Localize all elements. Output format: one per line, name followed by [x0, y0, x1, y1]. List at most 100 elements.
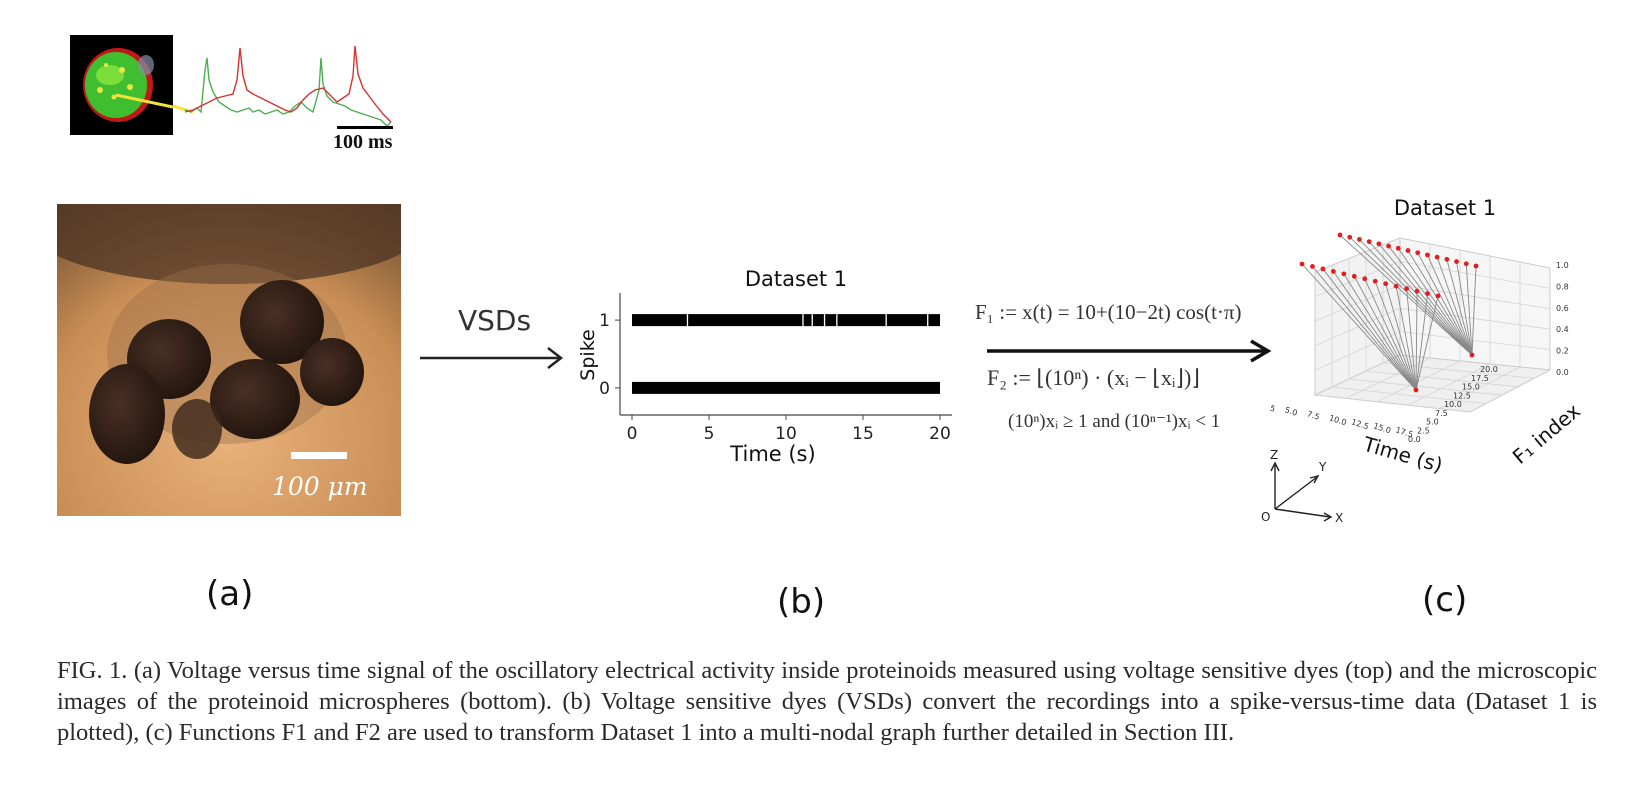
grid-line: [1399, 331, 1551, 350]
vsd-arrow-label: VSDs: [458, 304, 532, 337]
graph-node: [1434, 254, 1440, 260]
grid-line: [1438, 366, 1521, 409]
edge-line: [1471, 265, 1477, 356]
edge-line: [1378, 243, 1473, 356]
axes-gizmo: Z Y X O: [1261, 448, 1343, 525]
graph-node: [1341, 271, 1347, 277]
chart-b-xlabel: Time (s): [729, 442, 815, 466]
graph-node: [1362, 276, 1368, 282]
graph-node: [1469, 352, 1475, 358]
chart-b-xtick-label: 15: [852, 424, 874, 444]
gizmo-x: X: [1335, 511, 1343, 525]
graph-node: [1386, 243, 1391, 249]
spike-chart: Dataset 1 0 5 10 15 20 0 1 Time (s) Spike: [577, 267, 952, 466]
edge-line: [1407, 250, 1473, 356]
graph-node: [1395, 245, 1401, 251]
graph-node: [1404, 286, 1410, 292]
graph-node: [1376, 241, 1382, 247]
graph-node: [1425, 291, 1430, 296]
edge-line: [1343, 273, 1417, 391]
graph-node: [1414, 288, 1420, 294]
chart-b-xtick-label: 5: [704, 424, 715, 444]
graph-node: [1351, 273, 1357, 279]
graph-node: [1405, 248, 1411, 253]
chart-c-ztick-label: 0.8: [1556, 282, 1569, 291]
chart-c-ytick-label: 15.0: [1462, 383, 1480, 392]
edge-line: [1312, 266, 1417, 391]
spike-band-0: [632, 381, 940, 394]
chart-b-ytick-label: 1: [599, 311, 610, 331]
spike-gap: [802, 314, 804, 327]
grid-line: [1382, 362, 1535, 379]
chart-c-title: Dataset 1: [1394, 196, 1496, 220]
chart-b-ytick-label: 0: [599, 379, 610, 399]
graph-node: [1463, 261, 1469, 267]
edge-line: [1465, 263, 1473, 356]
graph-node: [1330, 268, 1336, 274]
edge-line: [1395, 286, 1417, 391]
chart-b-title: Dataset 1: [745, 267, 847, 291]
graph-node: [1413, 387, 1419, 393]
graph-node: [1454, 259, 1459, 264]
chart-c-ytick-label: 5.0: [1426, 418, 1439, 427]
spike-gap: [927, 314, 929, 327]
edge-line: [1446, 259, 1473, 356]
chart-c-ylabel: F₁ index: [1508, 399, 1585, 469]
chart-c-ytick-label: 0.0: [1408, 435, 1421, 444]
panel-a-label: (a): [206, 574, 254, 614]
spike-gap: [836, 314, 838, 327]
edge-line: [1388, 245, 1473, 356]
micrograph: [57, 204, 401, 516]
chart-c-ytick-label: 17.5: [1471, 374, 1489, 383]
graph-node: [1366, 239, 1372, 245]
grid-line: [1314, 331, 1401, 371]
panel-c-label: (c): [1422, 580, 1468, 620]
equation-f2: F₂ := ⌊(10ⁿ) · (xᵢ − ⌊xᵢ⌋)⌋: [987, 365, 1200, 390]
edge-line: [1359, 239, 1473, 356]
vsd-arrow: [420, 347, 564, 369]
edge-line: [1397, 248, 1473, 356]
graph-node: [1299, 261, 1305, 267]
grid-line: [1314, 261, 1401, 297]
trace-scale-bar: [337, 126, 393, 129]
graph-node: [1393, 283, 1399, 289]
chart-c-ztick-label: 0.4: [1556, 325, 1569, 334]
edge-line: [1353, 276, 1417, 391]
chart-c-ytick-label: 12.5: [1453, 391, 1471, 400]
edge-line: [1415, 295, 1439, 391]
grid-line: [1314, 284, 1401, 322]
green-trace: [184, 57, 392, 127]
chart-c-xtick-label: 7.5: [1306, 409, 1321, 421]
graph-node: [1337, 232, 1343, 238]
transform-arrow: [987, 339, 1272, 363]
graph-node: [1372, 278, 1378, 284]
chart-c-floor-pane: [1313, 354, 1552, 413]
chart-c-ztick-label: 0.2: [1556, 347, 1569, 356]
edge-line: [1415, 293, 1428, 391]
graph-node: [1425, 252, 1430, 258]
edge-line: [1368, 241, 1473, 356]
graph-node: [1444, 256, 1450, 262]
chart-c-ztick-label: 0.0: [1556, 368, 1569, 377]
graph-node: [1320, 266, 1326, 272]
chart-c-ztick-label: 1.0: [1556, 261, 1569, 270]
edge-line: [1333, 271, 1417, 391]
equation-condition: (10ⁿ)xᵢ ≥ 1 and (10ⁿ⁻¹)xᵢ < 1: [1008, 411, 1221, 432]
gizmo-y: Y: [1318, 460, 1327, 474]
graph-node: [1347, 234, 1353, 240]
chart-b-ylabel: Spike: [577, 329, 599, 380]
graph-node: [1415, 250, 1421, 256]
spike-gap: [811, 314, 813, 327]
grid-line: [1376, 360, 1461, 403]
grid-line: [1331, 386, 1487, 404]
graph-node: [1473, 263, 1479, 269]
graph-node: [1435, 293, 1441, 299]
edge-line: [1436, 256, 1473, 356]
microsphere-image: [57, 204, 401, 516]
edge-line: [1415, 291, 1418, 391]
micro-scale-label: 100 μm: [272, 472, 368, 501]
multinodal-3d-chart: Dataset 1 0.02.55.07.510.012.515.017.50.…: [1270, 196, 1585, 477]
chart-c-xlabel: Time (s): [1360, 431, 1446, 477]
graph-node: [1310, 264, 1315, 269]
voltage-traces: [173, 45, 392, 127]
